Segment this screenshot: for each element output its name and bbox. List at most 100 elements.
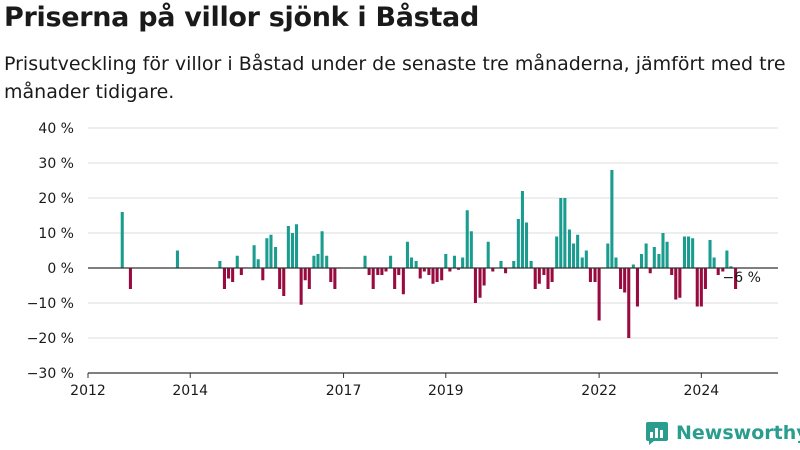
- bar: [329, 268, 333, 282]
- bar: [635, 268, 639, 307]
- bar: [478, 268, 482, 298]
- bar: [320, 231, 324, 268]
- bar: [431, 268, 435, 284]
- bar: [687, 236, 691, 268]
- bar: [725, 250, 729, 268]
- bar: [389, 255, 393, 268]
- bar: [410, 257, 414, 268]
- x-tick-label: 2014: [172, 383, 208, 399]
- bar: [457, 268, 461, 270]
- bar: [584, 250, 588, 268]
- bar: [452, 255, 456, 268]
- bar: [448, 268, 452, 272]
- x-tick-label: 2017: [326, 383, 362, 399]
- bar: [231, 268, 235, 282]
- bar: [555, 236, 559, 268]
- bar: [610, 170, 614, 268]
- bar: [393, 268, 397, 289]
- newsworthy-logo-icon: [646, 422, 668, 445]
- bar: [580, 257, 584, 268]
- bar: [235, 255, 239, 268]
- bar: [427, 268, 431, 275]
- bar: [550, 268, 554, 282]
- bar: [222, 268, 226, 289]
- y-tick-label: 0 %: [47, 261, 74, 277]
- bar: [572, 243, 576, 268]
- y-tick-label: 10 %: [38, 226, 74, 242]
- bar: [465, 210, 469, 268]
- y-tick-label: 40 %: [38, 121, 74, 137]
- bar: [516, 219, 520, 268]
- bar: [533, 268, 537, 289]
- bar: [363, 255, 367, 268]
- bar: [520, 191, 524, 268]
- bar: [435, 268, 439, 282]
- bar: [290, 233, 294, 268]
- bar: [606, 243, 610, 268]
- bar: [546, 268, 550, 289]
- bar: [537, 268, 541, 284]
- bar: [265, 238, 269, 268]
- bar: [303, 268, 307, 281]
- bar: [307, 268, 311, 289]
- bar: [588, 268, 592, 282]
- bar: [499, 261, 503, 268]
- bar: [175, 250, 179, 268]
- bar: [312, 255, 316, 268]
- bar: [729, 266, 733, 268]
- bar: [461, 257, 465, 268]
- bar: [256, 259, 260, 268]
- bar: [623, 268, 627, 293]
- bar: [721, 268, 725, 272]
- bar: [567, 229, 571, 268]
- bar: [619, 268, 623, 289]
- bar: [252, 245, 256, 268]
- bar: [644, 243, 648, 268]
- bar: [376, 268, 380, 275]
- bar: [218, 261, 222, 268]
- bar: [239, 268, 243, 275]
- bar: [708, 240, 712, 268]
- labels: 40 % 30 % 20 % 10 % 0 % −10 % −20 % −30 %2012 20…: [27, 121, 761, 399]
- bar: [593, 268, 597, 282]
- bar: [640, 254, 644, 268]
- bar: [614, 257, 618, 268]
- bar: [299, 268, 303, 305]
- bar: [128, 268, 132, 289]
- chart-subtitle: Prisutveckling för villor i Båstad under…: [4, 53, 786, 103]
- bar: [384, 268, 388, 272]
- bar: [695, 268, 699, 307]
- bar: [227, 268, 231, 279]
- bar: [691, 238, 695, 268]
- bar: [712, 257, 716, 268]
- bar: [380, 268, 384, 275]
- bar: [542, 268, 546, 275]
- bar: [682, 236, 686, 268]
- bar: [576, 234, 580, 268]
- x-tick-label: 2022: [581, 383, 617, 399]
- bar: [401, 268, 405, 295]
- bar: [278, 268, 282, 289]
- bar: [661, 233, 665, 268]
- brand-name: Newsworthy: [676, 422, 800, 444]
- y-tick-label: −20 %: [27, 331, 74, 347]
- bar: [678, 268, 682, 298]
- bar: [316, 254, 320, 268]
- bar: [405, 241, 409, 268]
- x-tick-label: 2024: [684, 383, 720, 399]
- bar: [699, 268, 703, 307]
- bar: [414, 261, 418, 268]
- bar: [469, 231, 473, 268]
- bar: [295, 224, 299, 268]
- bar: [333, 268, 337, 289]
- bar: [648, 268, 652, 274]
- bar: [261, 268, 265, 281]
- y-tick-label: −10 %: [27, 296, 74, 312]
- bar: [397, 268, 401, 275]
- chart-title: Priserna på villor sjönk i Båstad: [4, 2, 480, 33]
- bar: [597, 268, 601, 321]
- bar: [525, 222, 529, 268]
- bar: [703, 268, 707, 289]
- bar: [444, 254, 448, 268]
- bar: [482, 268, 486, 286]
